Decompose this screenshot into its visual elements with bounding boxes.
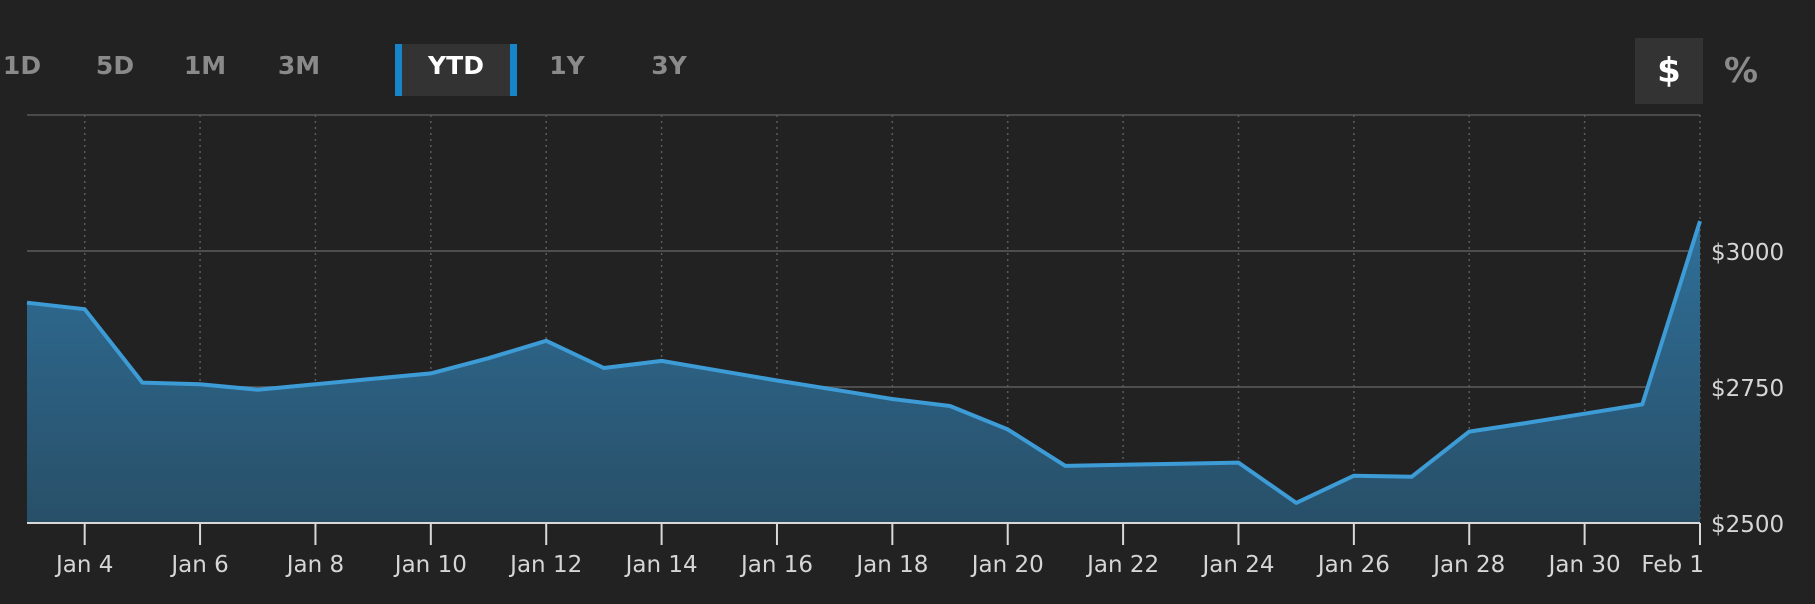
x-tick-label: Jan 24 xyxy=(1200,552,1274,578)
axes xyxy=(27,522,1701,545)
percent-toggle-button[interactable]: % xyxy=(1723,51,1759,91)
x-tick-label: Jan 16 xyxy=(739,552,813,578)
tab-1d[interactable]: 1D xyxy=(2,51,42,80)
tab-1y[interactable]: 1Y xyxy=(549,51,585,80)
tab-ytd[interactable]: YTD xyxy=(395,44,517,96)
dollar-toggle-button[interactable]: $ xyxy=(1635,38,1703,104)
x-tick-label: Feb 1 xyxy=(1641,552,1704,578)
tab-3m[interactable]: 3M xyxy=(277,51,321,80)
y-tick-label: $3000 xyxy=(1711,240,1784,266)
y-tick-label: $2500 xyxy=(1711,512,1784,538)
price-area xyxy=(27,221,1700,523)
x-tick-label: Jan 18 xyxy=(854,552,928,578)
x-tick-label: Jan 22 xyxy=(1085,552,1159,578)
tab-3y[interactable]: 3Y xyxy=(651,51,687,80)
x-tick-label: Jan 30 xyxy=(1547,552,1621,578)
price-line xyxy=(26,220,1702,505)
y-tick-label: $2750 xyxy=(1711,376,1784,402)
x-tick-label: Jan 10 xyxy=(393,552,467,578)
x-tick-label: Jan 6 xyxy=(169,552,228,578)
tab-1m[interactable]: 1M xyxy=(183,51,227,80)
tick-labels: $2500 $2750 $3000 Jan 4 Jan 6 Jan 8 Jan 10 Jan … xyxy=(54,240,1784,578)
x-tick-label: Jan 14 xyxy=(624,552,698,578)
x-tick-label: Jan 20 xyxy=(970,552,1044,578)
x-tick-label: Jan 28 xyxy=(1431,552,1505,578)
x-tick-label: Jan 12 xyxy=(508,552,582,578)
tab-5d[interactable]: 5D xyxy=(95,51,135,80)
x-tick-label: Jan 4 xyxy=(54,552,113,578)
x-tick-label: Jan 8 xyxy=(285,552,344,578)
x-tick-label: Jan 26 xyxy=(1316,552,1390,578)
